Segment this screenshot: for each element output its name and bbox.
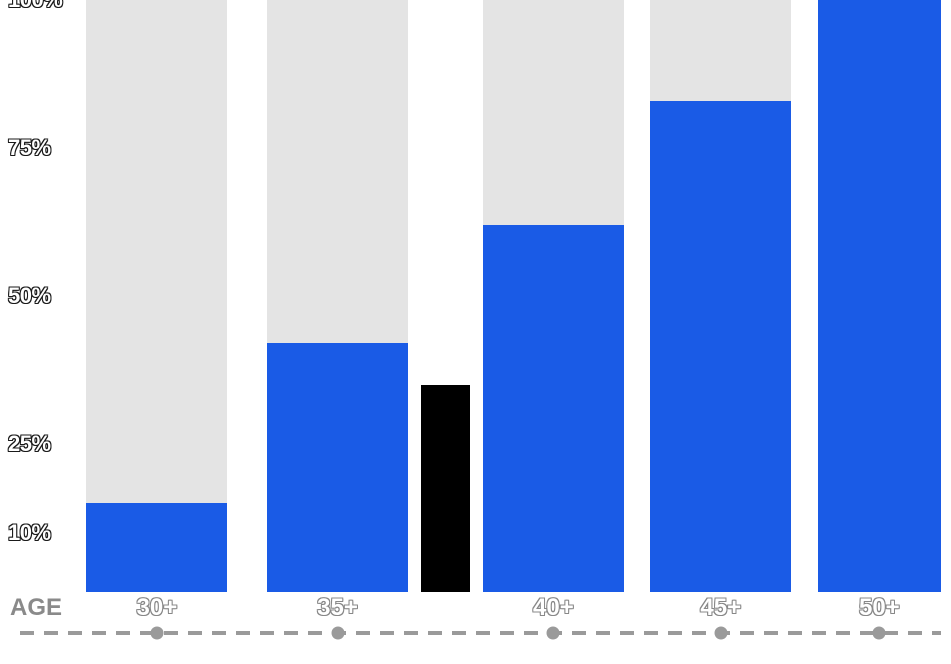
ytick-50: 50%	[8, 283, 51, 309]
divider-black-bar	[421, 0, 469, 592]
bar-40plus	[483, 0, 624, 592]
bar-fill	[650, 101, 791, 592]
bar-45plus	[650, 0, 791, 592]
bar-fill	[483, 225, 624, 592]
bar-30plus	[86, 0, 227, 592]
xlabel-45plus: 45+	[700, 594, 741, 622]
bar-fill	[86, 503, 227, 592]
bar-35plus	[267, 0, 408, 592]
timeline-dot-40plus	[547, 626, 560, 639]
ytick-25: 25%	[8, 431, 51, 457]
bar-50plus	[818, 0, 941, 592]
timeline-dot-35plus	[331, 626, 344, 639]
ytick-10: 10%	[8, 520, 51, 546]
plot-area	[60, 0, 941, 592]
timeline-dot-50plus	[873, 626, 886, 639]
ytick-100: 100%	[8, 0, 62, 13]
timeline-dot-45plus	[714, 626, 727, 639]
xlabel-40plus: 40+	[533, 594, 574, 622]
age-bar-chart: 10% 25% 50% 75% 100% AGE 30+ 35+ 40+ 45+ 50+	[0, 0, 951, 664]
x-axis: AGE 30+ 35+ 40+ 45+ 50+	[0, 592, 951, 664]
xlabel-35plus: 35+	[317, 594, 358, 622]
bar-fill	[267, 343, 408, 592]
divider-fill	[421, 385, 469, 592]
age-axis-label: AGE	[10, 594, 62, 622]
xlabel-50plus: 50+	[859, 594, 900, 622]
ytick-75: 75%	[8, 135, 51, 161]
timeline-dot-30plus	[150, 626, 163, 639]
age-timeline	[20, 626, 941, 639]
bar-fill	[818, 0, 941, 592]
xlabel-30plus: 30+	[137, 594, 178, 622]
